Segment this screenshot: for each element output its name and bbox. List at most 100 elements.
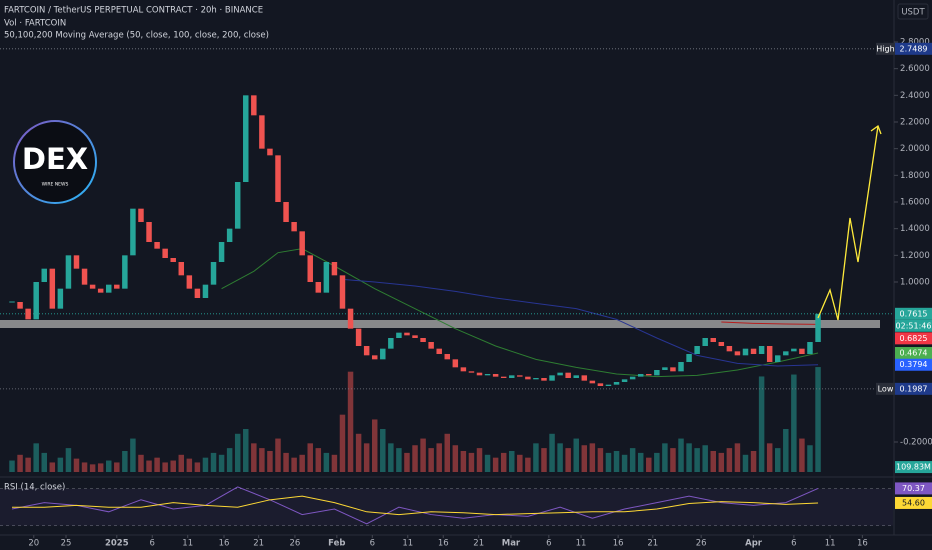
support-zone: [0, 320, 880, 328]
low-value: 0.1987: [900, 384, 928, 393]
currency[interactable]: USDT: [901, 8, 925, 18]
candle: [807, 342, 813, 354]
low-tag-box: [876, 382, 895, 395]
candle: [291, 222, 297, 232]
x-tick-label: 21: [253, 539, 264, 549]
last-price-box: [895, 307, 932, 320]
y-tick-label: -0.2000: [900, 438, 932, 448]
volume-bar: [218, 454, 225, 472]
volume-bar: [275, 438, 281, 472]
candle: [452, 359, 459, 368]
candle: [114, 284, 120, 289]
candle: [629, 376, 636, 380]
logo-text: DEX: [22, 142, 88, 176]
y-tick-label: 2.8000: [900, 38, 930, 48]
candle: [138, 208, 144, 222]
y-tick-label: 1.6000: [900, 198, 930, 208]
candle: [783, 351, 789, 356]
x-tick-label: 16: [613, 539, 624, 549]
volume-bar: [742, 454, 749, 472]
volume-bar: [291, 457, 297, 472]
volume-bar: [678, 438, 684, 472]
volume-bar: [89, 464, 96, 472]
candle: [476, 372, 483, 376]
candle: [815, 313, 821, 342]
candle: [565, 372, 571, 378]
volume-bar: [57, 457, 64, 472]
candle: [750, 348, 757, 354]
logo-subtext: WIRE NEWS: [42, 182, 69, 188]
x-tick-label: 6: [546, 539, 551, 549]
volume-bar: [750, 450, 757, 472]
countdown: 02:51:46: [896, 321, 932, 330]
y-tick-label: 2.6000: [900, 64, 930, 74]
volume-bar: [758, 376, 765, 472]
candle: [388, 338, 394, 349]
ma-value-box: [895, 358, 932, 371]
volume-value-box: [895, 461, 932, 474]
volume-bar: [251, 443, 257, 472]
x-tick-label: 6: [150, 539, 155, 549]
candle: [589, 380, 596, 384]
candle: [243, 95, 249, 182]
low-tag: Low: [878, 384, 894, 393]
volume-bar: [621, 454, 628, 472]
x-tick-label: 21: [473, 539, 484, 549]
volume-bar: [315, 448, 322, 472]
volume-bar: [404, 452, 410, 472]
candle: [444, 354, 451, 360]
candle: [65, 255, 72, 289]
plot: [0, 48, 894, 526]
candle: [420, 338, 426, 342]
candle: [380, 348, 386, 360]
volume-bar: [41, 452, 47, 472]
x-tick-label: 21: [647, 539, 658, 549]
volume-bar: [525, 457, 531, 472]
high-value-box: [895, 42, 932, 55]
currency-box[interactable]: [897, 3, 929, 20]
candle: [251, 95, 257, 116]
candle: [210, 262, 217, 285]
candle: [662, 367, 668, 370]
projection-arrowhead: [870, 124, 882, 135]
candle: [799, 348, 805, 354]
volume-bar: [114, 462, 120, 472]
moving-average: [342, 278, 819, 367]
volume-bar: [339, 414, 346, 472]
candle: [734, 351, 741, 356]
volume-bar: [662, 443, 668, 472]
candle: [613, 382, 620, 385]
rsi-ma-value-box: [895, 496, 932, 509]
volume-bar: [347, 371, 354, 472]
rsi-value-box: [895, 482, 932, 495]
volume-bar: [509, 450, 515, 472]
volume-bar: [791, 374, 797, 472]
y-tick-label: 2.0000: [900, 144, 930, 154]
volume-bar: [654, 452, 660, 472]
candle: [146, 222, 152, 242]
volume-bar: [138, 454, 144, 472]
volume-bar: [226, 448, 233, 472]
volume-bar: [774, 448, 781, 472]
logo-ring: [13, 120, 97, 204]
volume-bar: [122, 450, 128, 472]
candle: [766, 346, 773, 362]
volume-bar: [65, 448, 72, 472]
candle: [726, 346, 733, 352]
candle: [355, 328, 362, 346]
candle: [283, 202, 289, 222]
candle: [89, 284, 96, 289]
candle: [533, 378, 539, 380]
volume-bar: [371, 419, 378, 472]
x-tick-label: 20: [28, 539, 39, 549]
x-tick-label: 16: [438, 539, 449, 549]
volume-bar: [589, 443, 596, 472]
volume-bar: [97, 463, 104, 472]
candle: [718, 342, 725, 346]
volume-bar: [428, 448, 434, 472]
candle: [774, 355, 781, 362]
candle: [97, 288, 104, 293]
rsi-ma-value: 54.60: [902, 498, 925, 507]
candle: [57, 288, 64, 309]
moving-average: [221, 248, 819, 378]
